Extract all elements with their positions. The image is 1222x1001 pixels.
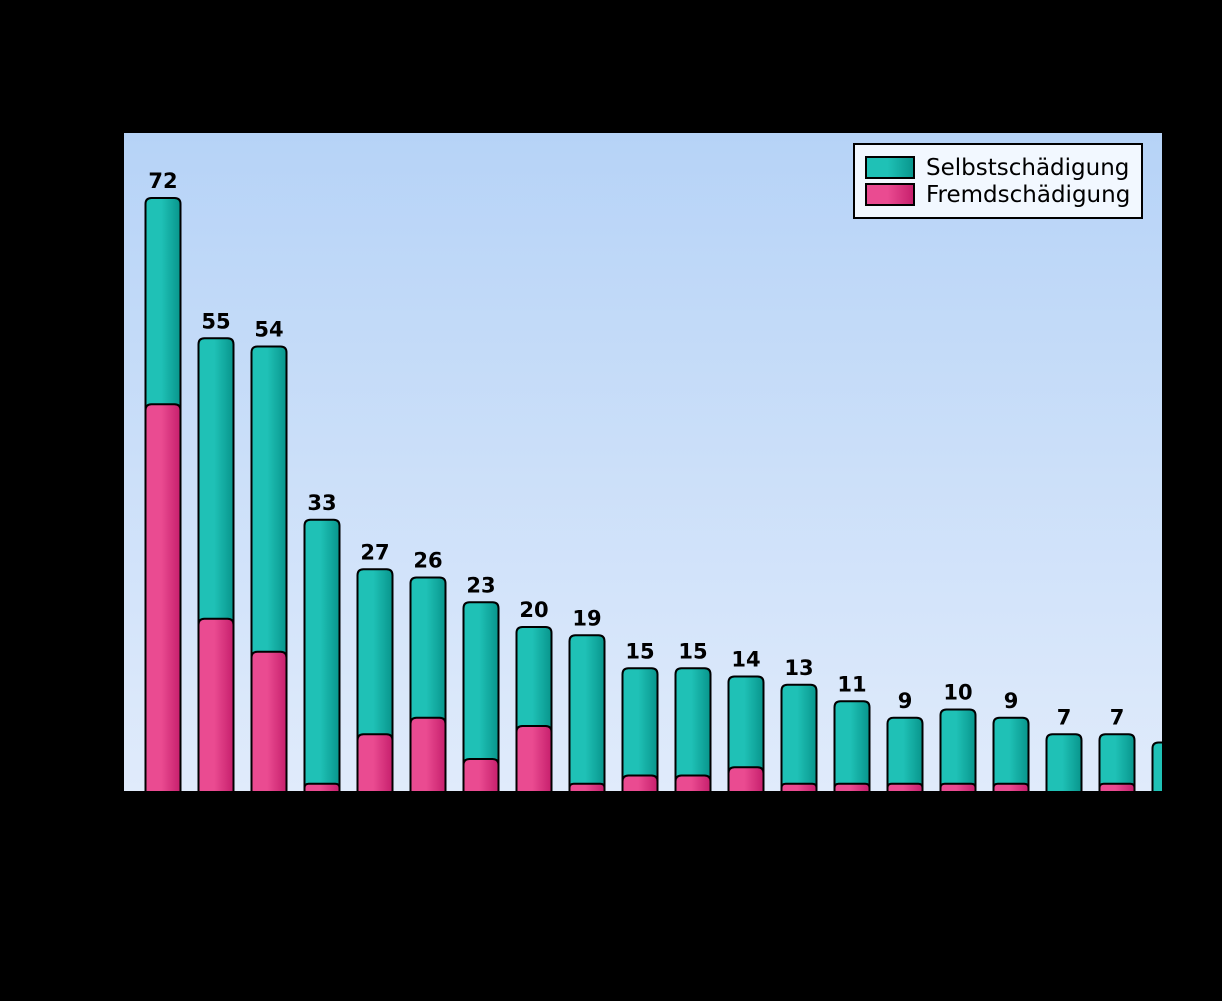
y-axis-label-right: 0 — [1178, 779, 1191, 803]
bar-fremd — [994, 784, 1029, 792]
bar-total-label: 33 — [307, 491, 336, 515]
bar-selbst — [676, 668, 711, 792]
y-axis-label-right: 20 — [1178, 614, 1205, 638]
y-axis-label-left: 70 — [81, 202, 108, 226]
bar-total-label: 9 — [1004, 689, 1019, 713]
bar-total-label: 7 — [1057, 705, 1072, 729]
legend-swatch-selbst — [866, 157, 914, 178]
y-axis-label-right: 50 — [1178, 367, 1205, 391]
y-axis-label-right: 70 — [1178, 202, 1205, 226]
bar-total-label: 13 — [784, 656, 813, 680]
y-axis-label-left: 10 — [81, 697, 108, 721]
bar-fremd — [305, 784, 340, 792]
bar-total-label: 10 — [943, 681, 972, 705]
y-axis-label-left: 20 — [81, 614, 108, 638]
y-axis-label-left: 60 — [81, 284, 108, 308]
bar-total-label: 55 — [201, 309, 230, 333]
bar-total-label: 15 — [625, 639, 654, 663]
y-axis-label-right: 80 — [1178, 119, 1205, 143]
y-axis-label-right: 10 — [1178, 697, 1205, 721]
bar-selbst — [994, 718, 1029, 792]
legend-label-fremd: Fremdschädigung — [926, 182, 1130, 208]
bar-selbst — [1047, 734, 1082, 792]
bar-selbst — [941, 710, 976, 793]
bar-total-label: 15 — [678, 639, 707, 663]
bar-selbst — [888, 718, 923, 792]
bar-selbst — [570, 635, 605, 792]
bar-fremd — [146, 404, 181, 792]
bar-total-label: 7 — [1110, 705, 1125, 729]
y-axis-label-right: 60 — [1178, 284, 1205, 308]
bar-total-label: 23 — [466, 573, 495, 597]
y-axis-label-left: 30 — [81, 532, 108, 556]
bar-fremd — [941, 784, 976, 792]
bar-total-label: 54 — [254, 318, 283, 342]
bar-fremd — [729, 767, 764, 792]
bar-fremd — [782, 784, 817, 792]
bar-selbst — [835, 701, 870, 792]
bar-fremd — [252, 652, 287, 792]
bar-total-label: 11 — [837, 672, 866, 696]
y-axis-label-left: 50 — [81, 367, 108, 391]
bar-fremd — [1100, 784, 1135, 792]
y-axis-label-left: 40 — [81, 449, 108, 473]
bar-fremd — [623, 776, 658, 793]
bar-total-label: 6 — [1163, 714, 1178, 738]
bar-fremd — [358, 734, 393, 792]
bar-fremd — [199, 619, 234, 792]
bar-selbst — [305, 520, 340, 792]
bar-total-label: 14 — [731, 648, 760, 672]
bar-total-label: 19 — [572, 606, 601, 630]
y-axis-label-right: 40 — [1178, 449, 1205, 473]
bar-total-label: 27 — [360, 540, 389, 564]
bar-fremd — [676, 776, 711, 793]
legend-swatch-fremd — [866, 184, 914, 205]
bar-selbst — [782, 685, 817, 792]
stacked-bar-chart: 0 0 10 10 20 20 30 30 40 40 50 50 60 60 70 70 80 80 72 55 54… — [0, 0, 1222, 1001]
bar-total-label: 9 — [898, 689, 913, 713]
bar-fremd — [888, 784, 923, 792]
bar-total-label: 20 — [519, 598, 548, 622]
bar-total-label: 72 — [148, 169, 177, 193]
y-axis-label-left: 80 — [81, 119, 108, 143]
bar-total-label: 26 — [413, 549, 442, 573]
legend: SelbstschädigungFremdschädigung — [854, 144, 1142, 218]
bar-selbst — [623, 668, 658, 792]
bar-fremd — [835, 784, 870, 792]
y-axis-label-left: 0 — [95, 779, 108, 803]
bar-fremd — [570, 784, 605, 792]
legend-label-selbst: Selbstschädigung — [926, 155, 1129, 181]
bar-fremd — [464, 759, 499, 792]
bar-fremd — [411, 718, 446, 792]
y-axis-label-right: 30 — [1178, 532, 1205, 556]
bar-fremd — [517, 726, 552, 792]
